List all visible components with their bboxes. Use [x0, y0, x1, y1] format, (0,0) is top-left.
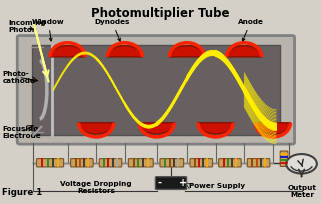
- Text: Incoming
Photon: Incoming Photon: [9, 20, 46, 33]
- Wedge shape: [79, 123, 114, 134]
- Text: Window: Window: [32, 19, 65, 41]
- Text: Focusing
Electrode: Focusing Electrode: [2, 126, 41, 139]
- FancyBboxPatch shape: [128, 159, 153, 167]
- Wedge shape: [107, 46, 143, 57]
- Wedge shape: [198, 123, 233, 134]
- FancyBboxPatch shape: [37, 159, 64, 167]
- Text: Voltage Dropping
Resistors: Voltage Dropping Resistors: [60, 181, 132, 194]
- FancyBboxPatch shape: [190, 159, 213, 167]
- Text: Photomultiplier Tube: Photomultiplier Tube: [91, 7, 229, 20]
- Text: Anode: Anode: [238, 19, 264, 41]
- Wedge shape: [139, 123, 174, 134]
- FancyBboxPatch shape: [71, 159, 93, 167]
- FancyBboxPatch shape: [219, 159, 241, 167]
- FancyBboxPatch shape: [160, 159, 184, 167]
- Wedge shape: [169, 46, 204, 57]
- Text: Power Supply: Power Supply: [188, 183, 245, 189]
- Text: +: +: [179, 178, 187, 188]
- Text: Output
Meter: Output Meter: [288, 185, 317, 198]
- FancyBboxPatch shape: [17, 35, 295, 144]
- Wedge shape: [255, 123, 291, 134]
- FancyBboxPatch shape: [280, 151, 288, 166]
- Circle shape: [286, 154, 317, 174]
- Text: Dynodes: Dynodes: [94, 19, 130, 41]
- Text: Figure 1: Figure 1: [2, 188, 43, 197]
- Bar: [32, 45, 280, 135]
- FancyBboxPatch shape: [99, 159, 122, 167]
- Text: Photo-
cathode: Photo- cathode: [2, 71, 35, 84]
- FancyBboxPatch shape: [155, 177, 187, 190]
- Wedge shape: [50, 46, 85, 57]
- FancyBboxPatch shape: [247, 159, 270, 167]
- Wedge shape: [227, 46, 262, 57]
- Text: -: -: [157, 178, 161, 188]
